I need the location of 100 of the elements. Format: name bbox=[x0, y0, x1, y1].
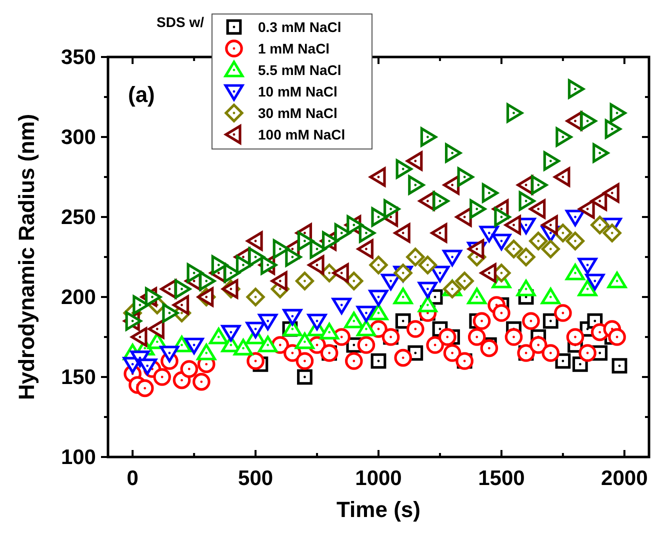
point bbox=[608, 328, 626, 346]
point bbox=[160, 346, 180, 362]
legend-title: SDS w/ bbox=[156, 14, 204, 30]
point bbox=[556, 127, 572, 147]
point bbox=[381, 274, 400, 290]
point bbox=[612, 358, 628, 374]
point bbox=[492, 304, 510, 322]
point bbox=[494, 207, 511, 227]
point bbox=[368, 304, 388, 320]
point bbox=[585, 274, 605, 290]
point bbox=[199, 271, 216, 291]
point bbox=[541, 215, 558, 235]
point bbox=[470, 199, 486, 219]
point bbox=[443, 344, 462, 362]
point bbox=[132, 295, 150, 315]
point bbox=[368, 290, 388, 306]
point bbox=[479, 226, 499, 242]
point bbox=[192, 372, 210, 391]
point bbox=[282, 308, 302, 326]
point bbox=[529, 199, 546, 219]
point bbox=[504, 328, 523, 346]
legend-label: 1 mM NaCl bbox=[258, 40, 330, 56]
point bbox=[610, 103, 626, 123]
point bbox=[320, 322, 340, 340]
point bbox=[180, 360, 198, 378]
point bbox=[297, 231, 314, 251]
point bbox=[566, 210, 585, 226]
point bbox=[344, 312, 364, 328]
point bbox=[406, 151, 423, 171]
point bbox=[332, 263, 349, 283]
x-tick-label: 0 bbox=[126, 467, 138, 490]
point bbox=[554, 304, 572, 322]
point bbox=[506, 103, 524, 123]
point bbox=[345, 352, 363, 370]
point bbox=[406, 320, 424, 338]
point bbox=[592, 143, 610, 163]
x-tick-label: 1500 bbox=[478, 467, 525, 490]
point bbox=[516, 280, 536, 296]
point bbox=[356, 239, 374, 259]
point bbox=[607, 272, 627, 288]
point bbox=[482, 183, 498, 203]
point bbox=[438, 328, 456, 346]
y-tick-label: 300 bbox=[60, 126, 96, 149]
point bbox=[258, 336, 278, 352]
point bbox=[130, 327, 148, 347]
point bbox=[578, 199, 595, 219]
point bbox=[148, 319, 164, 339]
legend-label: 0.3 mM NaCl bbox=[258, 19, 342, 35]
point bbox=[162, 303, 179, 323]
point bbox=[174, 279, 192, 299]
point bbox=[369, 167, 386, 187]
point bbox=[136, 379, 154, 398]
y-tick-label: 150 bbox=[60, 366, 96, 389]
point bbox=[296, 352, 314, 370]
point bbox=[334, 223, 351, 243]
point bbox=[566, 232, 585, 250]
point bbox=[396, 159, 412, 179]
y-tick-label: 200 bbox=[60, 286, 96, 309]
point bbox=[540, 288, 560, 304]
point bbox=[504, 215, 522, 235]
point bbox=[234, 338, 253, 356]
point bbox=[224, 263, 240, 283]
point bbox=[310, 239, 326, 259]
point bbox=[516, 248, 536, 266]
point bbox=[153, 368, 171, 386]
point bbox=[357, 336, 376, 354]
point bbox=[504, 240, 524, 258]
point bbox=[307, 314, 327, 330]
point bbox=[246, 231, 263, 251]
point bbox=[580, 111, 597, 131]
point bbox=[370, 353, 386, 369]
point bbox=[492, 234, 512, 250]
point bbox=[418, 282, 438, 298]
point bbox=[196, 344, 216, 360]
point bbox=[568, 79, 585, 99]
y-tick-label: 100 bbox=[60, 446, 96, 469]
point bbox=[430, 266, 450, 282]
point bbox=[578, 280, 598, 296]
point bbox=[236, 255, 253, 275]
point bbox=[442, 175, 460, 195]
point bbox=[590, 191, 608, 211]
point bbox=[480, 263, 496, 283]
point bbox=[467, 288, 487, 304]
point bbox=[208, 328, 228, 344]
point bbox=[554, 224, 572, 242]
point bbox=[426, 336, 444, 354]
point bbox=[432, 191, 450, 211]
point bbox=[455, 272, 474, 290]
y-tick-label: 250 bbox=[60, 206, 96, 229]
point bbox=[344, 272, 364, 290]
x-tick-label: 500 bbox=[238, 467, 274, 490]
point bbox=[393, 288, 413, 304]
point bbox=[406, 248, 425, 266]
point bbox=[555, 353, 571, 369]
point bbox=[356, 306, 376, 322]
point bbox=[529, 336, 548, 354]
point bbox=[394, 223, 410, 243]
x-axis-title: Time (s) bbox=[336, 497, 420, 522]
point bbox=[272, 239, 290, 259]
point bbox=[444, 143, 462, 163]
